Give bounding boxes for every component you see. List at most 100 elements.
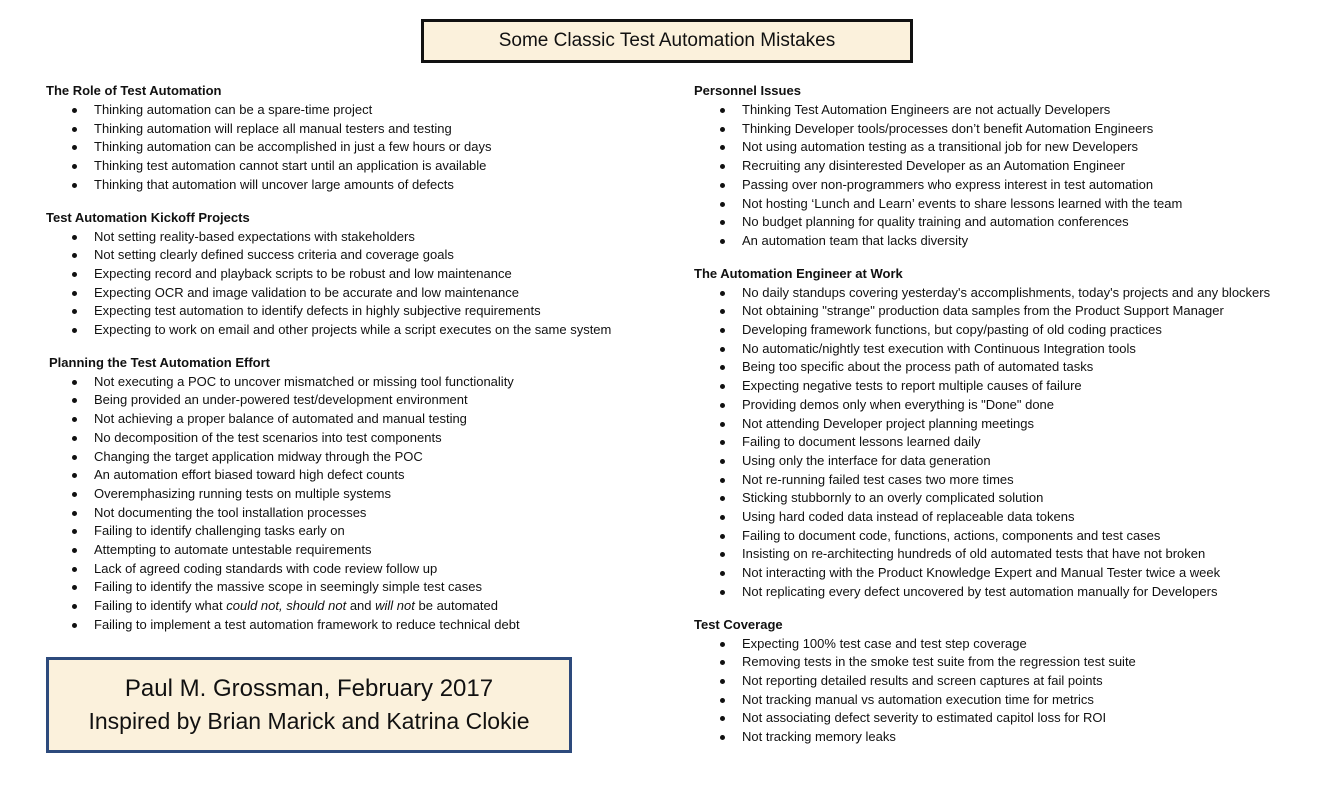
bullet-icon bbox=[72, 417, 77, 423]
item-text: Not hosting ‘Lunch and Learn’ events to … bbox=[742, 195, 1183, 211]
bullet-icon bbox=[720, 678, 725, 684]
list-item: Not reporting detailed results and scree… bbox=[694, 672, 1324, 691]
item-text: Not associating defect severity to estim… bbox=[742, 710, 1107, 726]
bullet-icon bbox=[720, 421, 725, 427]
list-item: Not hosting ‘Lunch and Learn’ events to … bbox=[694, 195, 1324, 214]
list-item: Using only the interface for data genera… bbox=[694, 452, 1324, 471]
item-text: Not interacting with the Product Knowled… bbox=[742, 565, 1221, 581]
bullet-icon bbox=[720, 552, 725, 558]
bullet-icon bbox=[72, 398, 77, 404]
bullet-icon bbox=[72, 510, 77, 516]
item-text: Being too specific about the process pat… bbox=[742, 359, 1094, 375]
bullet-icon bbox=[720, 290, 725, 296]
item-text: Not tracking manual vs automation execut… bbox=[742, 691, 1094, 707]
item-text: Providing demos only when everything is … bbox=[742, 396, 1055, 412]
list-item: Changing the target application midway t… bbox=[46, 448, 666, 467]
bullet-icon bbox=[72, 328, 77, 334]
item-text: Being provided an under-powered test/dev… bbox=[94, 392, 468, 408]
credit-author-line: Paul M. Grossman, February 2017 bbox=[124, 675, 494, 702]
list-item: Failing to identify what could not, shou… bbox=[46, 597, 666, 616]
list-item: Attempting to automate untestable requir… bbox=[46, 541, 666, 560]
bullet-icon bbox=[72, 454, 77, 460]
bullet-icon bbox=[720, 365, 725, 371]
bullet-icon bbox=[72, 253, 77, 259]
section-heading: Test Automation Kickoff Projects bbox=[46, 209, 250, 225]
section-the-automation-engineer-at-work: The Automation Engineer at Work No daily … bbox=[694, 265, 1324, 602]
bullet-list: Expecting 100% test case and test step c… bbox=[694, 635, 1324, 747]
list-item: Failing to identify challenging tasks ea… bbox=[46, 522, 666, 541]
item-text: Not obtaining "strange" production data … bbox=[742, 303, 1224, 319]
section-heading: Test Coverage bbox=[694, 616, 783, 632]
bullet-icon bbox=[720, 716, 725, 722]
list-item: Failing to identify the massive scope in… bbox=[46, 578, 666, 597]
list-item: Developing framework functions, but copy… bbox=[694, 321, 1324, 340]
bullet-list: Not executing a POC to uncover mismatche… bbox=[46, 373, 666, 635]
item-text: Expecting negative tests to report multi… bbox=[742, 378, 1082, 394]
bullet-icon bbox=[720, 515, 725, 521]
bullet-icon bbox=[720, 477, 725, 483]
bullet-icon bbox=[72, 145, 77, 151]
item-text: Failing to identify the massive scope in… bbox=[94, 579, 483, 595]
bullet-icon bbox=[72, 271, 77, 277]
item-text: Developing framework functions, but copy… bbox=[742, 322, 1162, 338]
list-item: Thinking automation can be a spare-time … bbox=[46, 101, 666, 120]
list-item: Expecting to work on email and other pro… bbox=[46, 321, 666, 340]
bullet-icon bbox=[720, 533, 725, 539]
bullet-icon bbox=[72, 435, 77, 441]
item-text: Failing to implement a test automation f… bbox=[94, 616, 520, 632]
list-item: Not associating defect severity to estim… bbox=[694, 709, 1324, 728]
list-item: Not tracking manual vs automation execut… bbox=[694, 691, 1324, 710]
bullet-icon bbox=[72, 164, 77, 170]
list-item: Thinking test automation cannot start un… bbox=[46, 157, 666, 176]
list-item: Not tracking memory leaks bbox=[694, 728, 1324, 747]
item-text: Thinking automation can be accomplished … bbox=[94, 139, 492, 155]
item-text: Not documenting the tool installation pr… bbox=[94, 504, 367, 520]
list-item: Thinking automation can be accomplished … bbox=[46, 138, 666, 157]
bullet-icon bbox=[72, 126, 77, 132]
list-item: Expecting record and playback scripts to… bbox=[46, 265, 666, 284]
bullet-icon bbox=[720, 238, 725, 244]
bullet-icon bbox=[72, 234, 77, 240]
bullet-icon bbox=[72, 182, 77, 188]
bullet-list: Not setting reality-based expectations w… bbox=[46, 228, 666, 340]
list-item: Not executing a POC to uncover mismatche… bbox=[46, 373, 666, 392]
bullet-icon bbox=[720, 589, 725, 595]
item-text: Not setting clearly defined success crit… bbox=[94, 247, 454, 263]
list-item: No decomposition of the test scenarios i… bbox=[46, 429, 666, 448]
list-item: Not obtaining "strange" production data … bbox=[694, 302, 1324, 321]
bullet-icon bbox=[72, 529, 77, 535]
list-item: Not using automation testing as a transi… bbox=[694, 138, 1324, 157]
item-text: Using only the interface for data genera… bbox=[742, 452, 991, 468]
list-item: Thinking that automation will uncover la… bbox=[46, 176, 666, 195]
bullet-icon bbox=[720, 108, 725, 113]
item-text: Expecting OCR and image validation to be… bbox=[94, 284, 519, 300]
bullet-icon bbox=[720, 145, 725, 151]
bullet-list: Thinking Test Automation Engineers are n… bbox=[694, 101, 1324, 251]
list-item: Being provided an under-powered test/dev… bbox=[46, 391, 666, 410]
bullet-icon bbox=[720, 496, 725, 502]
item-text: Overemphasizing running tests on multipl… bbox=[94, 485, 391, 501]
bullet-icon bbox=[720, 346, 725, 352]
right-column: Personnel Issues Thinking Test Automation… bbox=[694, 82, 1324, 761]
list-item: No automatic/nightly test execution with… bbox=[694, 340, 1324, 359]
bullet-list: No daily standups covering yesterday's a… bbox=[694, 284, 1324, 602]
credit-inspired-line: Inspired by Brian Marick and Katrina Clo… bbox=[88, 708, 530, 734]
item-text: Failing to document lessons learned dail… bbox=[742, 434, 981, 450]
item-text: Insisting on re-architecting hundreds of… bbox=[742, 546, 1206, 562]
list-item: No daily standups covering yesterday's a… bbox=[694, 284, 1324, 303]
item-text: Using hard coded data instead of replace… bbox=[742, 509, 1075, 525]
item-text: Not replicating every defect uncovered b… bbox=[742, 583, 1218, 599]
bullet-icon bbox=[72, 108, 77, 113]
list-item: Not replicating every defect uncovered b… bbox=[694, 583, 1324, 602]
item-text: An automation team that lacks diversity bbox=[742, 232, 969, 248]
item-text: Not tracking memory leaks bbox=[742, 729, 896, 745]
bullet-icon bbox=[720, 571, 725, 577]
bullet-icon bbox=[72, 473, 77, 479]
section-test-automation-kickoff-projects: Test Automation Kickoff Projects Not sett… bbox=[46, 209, 666, 340]
item-emphasis: will not bbox=[375, 598, 415, 614]
bullet-icon bbox=[720, 697, 725, 703]
item-text: Thinking automation will replace all man… bbox=[94, 120, 452, 136]
list-item: Being too specific about the process pat… bbox=[694, 358, 1324, 377]
list-item: Failing to document lessons learned dail… bbox=[694, 433, 1324, 452]
list-item: Failing to document code, functions, act… bbox=[694, 527, 1324, 546]
